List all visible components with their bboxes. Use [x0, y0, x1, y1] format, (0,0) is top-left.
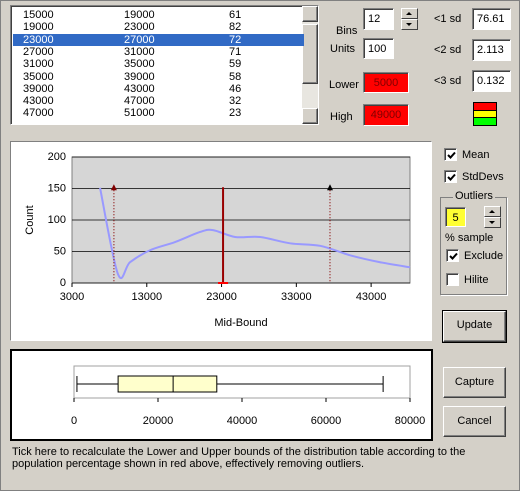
- table-cell: 72: [229, 33, 242, 46]
- outliers-caption: % sample: [445, 232, 494, 244]
- lower-input[interactable]: 5000: [363, 72, 409, 93]
- check-mark: [449, 252, 458, 260]
- help-text: Tick here to recalculate the Lower and U…: [12, 446, 466, 470]
- distribution-table[interactable]: 15000 19000 61 19000 23000 82 23000 27000 72 2700…: [10, 5, 319, 125]
- status-light: [473, 102, 497, 126]
- sd1-label: <1 sd: [434, 13, 462, 25]
- bins-spinner[interactable]: [401, 8, 418, 30]
- exclude-label: Exclude: [464, 250, 504, 262]
- units-input[interactable]: 100: [363, 38, 394, 59]
- table-row[interactable]: 39000 43000 46: [13, 83, 304, 95]
- table-row[interactable]: 43000 47000 32: [13, 95, 304, 107]
- bins-input[interactable]: 12: [363, 8, 394, 30]
- table-cell: 27000: [23, 45, 54, 58]
- table-row[interactable]: 23000 27000 72: [13, 33, 304, 46]
- cancel-button[interactable]: Cancel: [443, 406, 506, 437]
- table-cell: 35000: [124, 58, 155, 71]
- table-row[interactable]: 15000 19000 61: [13, 9, 304, 21]
- table-cell: 59: [229, 58, 242, 71]
- table-cell: 58: [229, 70, 242, 83]
- sd2-value: 2.113: [472, 39, 511, 61]
- sd3-label: <3 sd: [434, 75, 462, 87]
- scrollbar[interactable]: [302, 6, 318, 124]
- table-cell: 19000: [23, 21, 54, 34]
- table-cell: 15000: [23, 9, 54, 21]
- boxplot-panel: [10, 349, 433, 441]
- table-row[interactable]: 47000 51000 23: [13, 107, 304, 119]
- scroll-down[interactable]: [302, 108, 318, 124]
- table-cell: 31000: [23, 58, 54, 71]
- table-cell: 35000: [23, 70, 54, 83]
- table-cell: 61: [229, 9, 242, 21]
- outliers-input[interactable]: 5: [445, 207, 466, 227]
- table-cell: 47000: [23, 107, 54, 120]
- outliers-title: Outliers: [453, 190, 495, 202]
- stddevs-label: StdDevs: [462, 171, 504, 183]
- check-mark: [447, 173, 456, 181]
- sd1-value: 76.61: [472, 8, 511, 30]
- table-cell: 46: [229, 82, 242, 95]
- high-input[interactable]: 49000: [363, 104, 409, 126]
- table-cell: 31000: [124, 45, 155, 58]
- sd2-label: <2 sd: [434, 44, 462, 56]
- scroll-thumb[interactable]: [302, 24, 318, 84]
- table-cell: 23: [229, 107, 242, 120]
- table-cell: 32: [229, 95, 242, 108]
- sd3-value: 0.132: [472, 70, 511, 92]
- table-cell: 82: [229, 21, 242, 34]
- lower-label: Lower: [329, 79, 359, 91]
- scroll-up[interactable]: [302, 6, 318, 22]
- table-cell: 51000: [124, 107, 155, 120]
- table-row[interactable]: 19000 23000 82: [13, 21, 304, 33]
- histogram-panel: [10, 141, 432, 341]
- high-label: High: [330, 111, 353, 123]
- update-button[interactable]: Update: [442, 310, 507, 343]
- table-cell: 23000: [23, 33, 54, 46]
- table-row[interactable]: 31000 35000 59: [13, 58, 304, 70]
- table-cell: 39000: [124, 70, 155, 83]
- table-row[interactable]: 35000 39000 58: [13, 71, 304, 83]
- check-mark: [447, 151, 456, 159]
- table-cell: 47000: [124, 95, 155, 108]
- table-cell: 39000: [23, 82, 54, 95]
- table-cell: 71: [229, 45, 242, 58]
- table-cell: 23000: [124, 21, 155, 34]
- table-cell: 43000: [124, 82, 155, 95]
- capture-button[interactable]: Capture: [443, 367, 506, 398]
- table-cell: 27000: [124, 33, 155, 46]
- units-label: Units: [330, 43, 356, 55]
- hilite-label: Hilite: [464, 274, 489, 286]
- outliers-spinner[interactable]: [484, 206, 501, 228]
- table-cell: 19000: [124, 9, 155, 21]
- table-cell: 43000: [23, 95, 54, 108]
- table-row[interactable]: 27000 31000 71: [13, 46, 304, 58]
- bins-label: Bins: [336, 25, 358, 37]
- mean-label: Mean: [462, 149, 490, 161]
